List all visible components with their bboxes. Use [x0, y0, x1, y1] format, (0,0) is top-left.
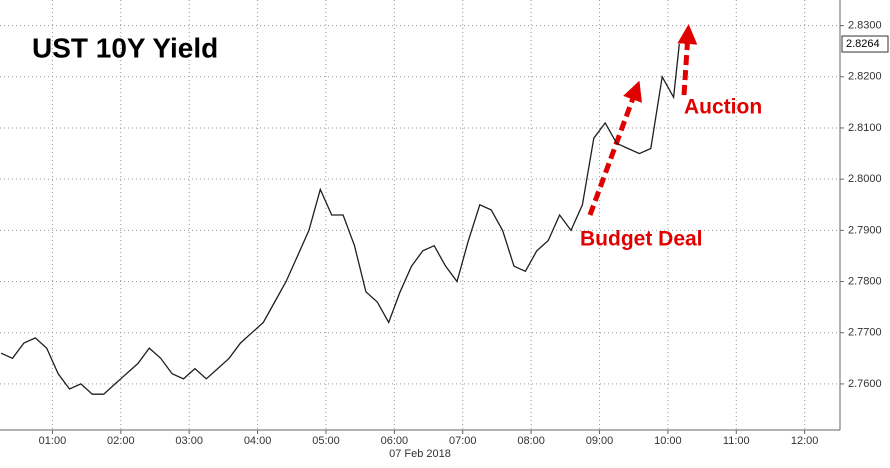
arrow [677, 24, 698, 96]
x-tick-label: 06:00 [381, 435, 409, 447]
y-tick-label: 2.8200 [848, 71, 882, 83]
y-tick-label: 2.7600 [848, 378, 882, 390]
x-tick-label: 04:00 [244, 435, 272, 447]
line-series [0, 43, 680, 395]
x-axis-label: 07 Feb 2018 [389, 448, 451, 460]
x-tick-label: 02:00 [107, 435, 135, 447]
arrow [587, 80, 642, 216]
y-tick-label: 2.8000 [848, 173, 882, 185]
current-value-label: 2.8264 [846, 38, 880, 50]
x-tick-label: 07:00 [449, 435, 477, 447]
annotation: Auction [684, 96, 762, 119]
x-tick-label: 11:00 [723, 435, 750, 447]
x-tick-label: 08:00 [517, 435, 545, 447]
x-tick-label: 10:00 [654, 435, 682, 447]
y-tick-label: 2.7900 [848, 224, 882, 236]
y-tick-label: 2.7800 [848, 275, 882, 287]
current-value-box [841, 35, 889, 53]
x-tick-label: 01:00 [39, 435, 67, 447]
annotation: Budget Deal [580, 228, 703, 251]
x-tick-label: 05:00 [312, 435, 340, 447]
y-tick-label: 2.8100 [848, 122, 882, 134]
x-tick-label: 09:00 [586, 435, 614, 447]
y-tick-label: 2.7700 [848, 327, 882, 339]
y-tick-label: 2.8300 [848, 20, 882, 32]
chart-title: UST 10Y Yield [32, 32, 218, 63]
x-tick-label: 03:00 [175, 435, 203, 447]
x-tick-label: 12:00 [791, 435, 819, 447]
